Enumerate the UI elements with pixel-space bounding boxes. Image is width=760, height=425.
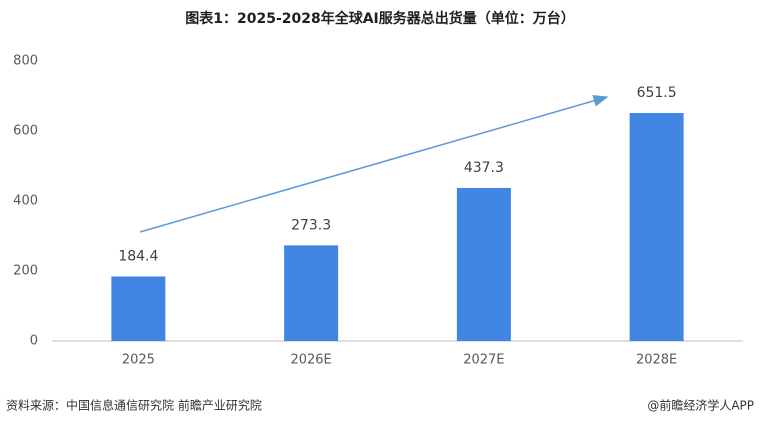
bar xyxy=(284,245,339,341)
bar xyxy=(629,112,684,341)
x-tick-label: 2026E xyxy=(290,353,331,368)
y-tick-label: 400 xyxy=(13,194,38,209)
chart-title: 图表1：2025-2028年全球AI服务器总出货量（单位：万台） xyxy=(185,10,575,27)
value-label: 437.3 xyxy=(464,160,504,176)
y-tick-label: 600 xyxy=(13,124,38,139)
value-label: 273.3 xyxy=(291,217,331,233)
bar xyxy=(456,187,511,341)
value-label: 651.5 xyxy=(637,85,677,101)
bar xyxy=(111,276,166,341)
source-note: 资料来源：中国信息通信研究院 前瞻产业研究院 xyxy=(6,398,262,413)
y-tick-label: 0 xyxy=(30,334,38,349)
y-tick-label: 800 xyxy=(13,54,38,69)
trend-arrow xyxy=(139,94,609,233)
credit: @前瞻经济学人APP xyxy=(647,398,754,413)
x-tick-label: 2027E xyxy=(463,353,504,368)
value-label: 184.4 xyxy=(118,248,158,264)
y-tick-label: 200 xyxy=(13,264,38,279)
x-tick-label: 2028E xyxy=(636,353,677,368)
x-tick-label: 2025 xyxy=(122,353,155,368)
